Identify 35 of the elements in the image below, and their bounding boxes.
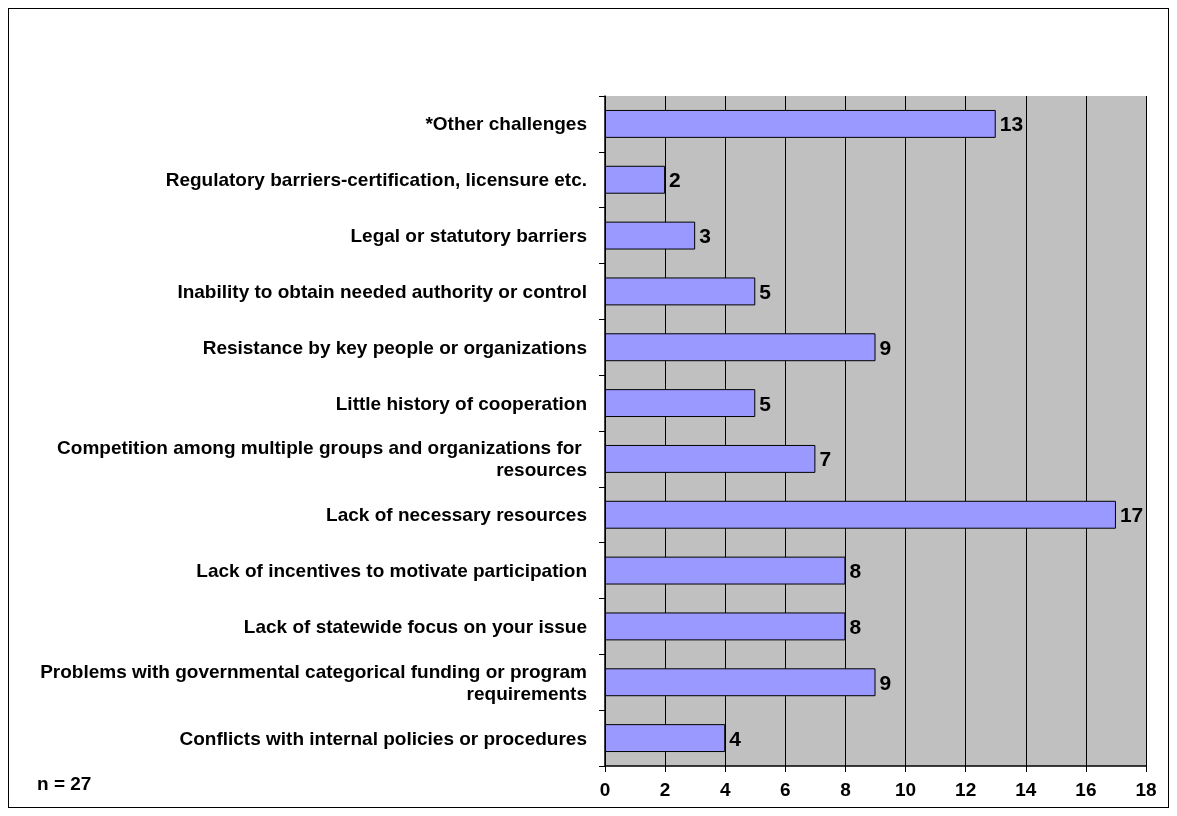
data-label: 4 [729,726,742,750]
data-label: 9 [879,670,892,694]
y-tick-label: Inability to obtain needed authority or control [177,280,587,302]
data-label: 8 [849,559,862,583]
data-label: 17 [1119,503,1144,527]
y-tick-label: Conflicts with internal policies or procedures [179,727,587,749]
data-label: 7 [819,447,832,471]
y-tick-label: Lack of necessary resources [326,504,587,526]
data-label: 3 [699,224,711,248]
text: n = 27 [37,773,92,794]
x-tick-label: 6 [780,779,791,800]
x-tick-label: 18 [1135,779,1157,800]
y-tick-label: Little history of cooperation [335,392,587,414]
data-label: 9 [879,335,892,359]
x-tick-label: 16 [1075,779,1097,800]
data-label: 5 [759,391,772,415]
y-tick-label: Resistance by key people or organizations [202,336,587,358]
y-tick-label: Competition among multiple groups and organizations for resources [57,437,587,481]
y-tick-label: Problems with governmental categorical funding or program requirements [40,660,587,704]
x-tick-label: 10 [894,779,917,800]
y-tick-label: *Other challenges [425,113,587,135]
x-tick-label: 4 [719,779,731,800]
x-tick-label: 2 [659,779,671,800]
y-tick-label: Regulatory barriers-certification, licensure etc. [165,169,587,191]
data-label: 5 [759,279,772,303]
x-tick-label: 14 [1015,779,1037,800]
x-tick-label: 8 [840,779,851,800]
data-label: 8 [849,614,862,638]
y-tick-label: Lack of statewide focus on your issue [243,615,587,637]
data-label: 13 [999,112,1024,136]
y-tick-label: Lack of incentives to motivate participation [196,560,587,582]
data-label: 2 [669,168,681,192]
x-tick-label: 12 [955,779,977,800]
y-tick-label: Legal or statutory barriers [350,225,587,247]
x-tick-label: 0 [599,779,611,800]
